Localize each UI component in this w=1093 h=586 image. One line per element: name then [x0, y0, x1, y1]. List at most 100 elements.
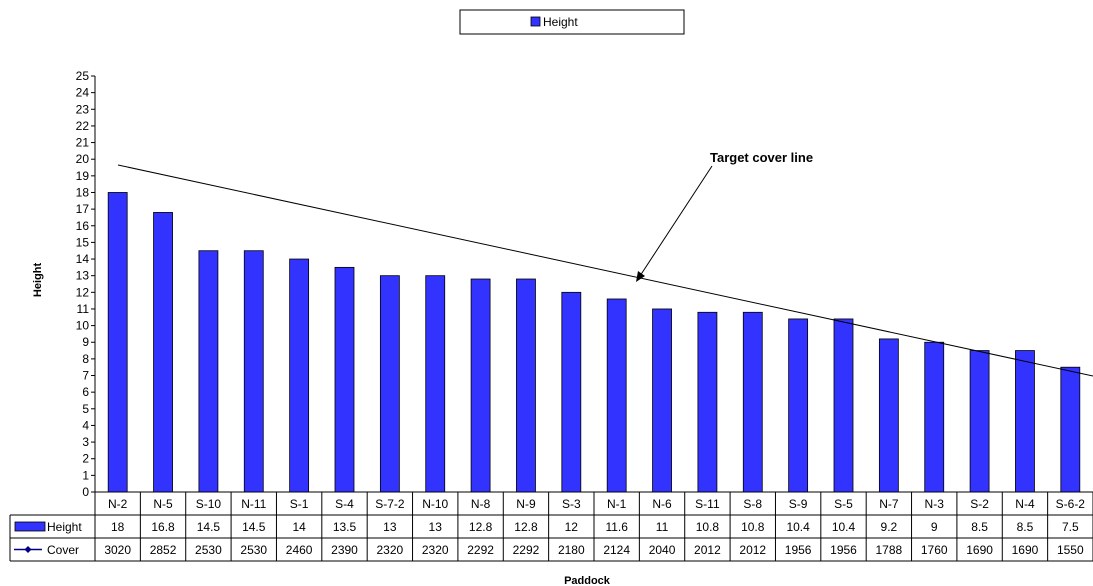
- table-legend-swatch-height: [14, 521, 46, 532]
- y-tick-label: 10: [76, 319, 90, 333]
- table-cell-cover: 2460: [286, 543, 313, 557]
- table-cell-height: 7.5: [1062, 520, 1079, 534]
- table-cell-height: 11: [656, 520, 669, 534]
- x-category-label: N-1: [607, 497, 627, 511]
- bar-height: [243, 250, 264, 493]
- bar-height: [742, 311, 763, 493]
- table-cell-cover: 2012: [694, 543, 721, 557]
- table-cell-cover: 2530: [240, 543, 267, 557]
- table-cell-cover: 1788: [876, 543, 903, 557]
- bar-height: [561, 291, 582, 493]
- table-cell-height: 13.5: [333, 520, 357, 534]
- y-tick-label: 24: [76, 86, 90, 100]
- table-cell-cover: 2320: [422, 543, 449, 557]
- y-tick-label: 18: [76, 185, 90, 199]
- table-cell-cover: 1760: [921, 543, 948, 557]
- table-cell-height: 8.5: [1017, 520, 1034, 534]
- x-category-label: N-10: [422, 497, 448, 511]
- legend: Height: [459, 9, 685, 35]
- data-table: N-2 N-5 S-10 N-11 S-1 S-4 S-7-2 N-10 N-8 N-9 S-3 N-…: [9, 491, 1093, 562]
- table-cell-cover: 3020: [104, 543, 131, 557]
- table-cell-height: 13: [383, 520, 397, 534]
- table-cell-cover: 2292: [513, 543, 540, 557]
- bar-height: [153, 212, 173, 493]
- y-tick-label: 0: [82, 485, 89, 499]
- y-tick-label: 9: [82, 335, 89, 349]
- x-axis-title: Paddock: [564, 575, 611, 586]
- y-tick-label: 14: [76, 252, 90, 266]
- y-tick-label: 17: [76, 202, 90, 216]
- table-row-label-cover: Cover: [47, 543, 79, 557]
- x-category-label: N-2: [108, 497, 128, 511]
- x-category-label: N-8: [471, 497, 491, 511]
- x-category-label: S-8: [743, 497, 762, 511]
- table-cell-height: 12.8: [514, 520, 538, 534]
- table-cell-height: 16.8: [151, 520, 175, 534]
- y-tick-label: 23: [76, 102, 90, 116]
- table-cell-height: 10.4: [786, 520, 810, 534]
- y-tick-label: 25: [76, 69, 90, 83]
- x-category-label: N-7: [879, 497, 899, 511]
- bar-height: [697, 311, 718, 493]
- bar-height: [969, 350, 990, 493]
- table-cell-cover: 1690: [966, 543, 993, 557]
- annotation-arrow-shaft: [637, 165, 713, 280]
- table-cell-height: 10.4: [832, 520, 856, 534]
- table-cell-cover: 1690: [1012, 543, 1039, 557]
- bar-height: [107, 192, 128, 493]
- y-tick-label: 12: [76, 285, 90, 299]
- x-category-label: N-6: [652, 497, 672, 511]
- x-category-label: S-4: [335, 497, 354, 511]
- y-tick-label: 4: [82, 418, 89, 432]
- y-tick-label: 15: [76, 235, 90, 249]
- bar-height: [878, 338, 899, 493]
- bar-height: [1015, 350, 1035, 493]
- table-cell-height: 10.8: [741, 520, 765, 534]
- legend-label-height: Height: [543, 15, 578, 29]
- annotation-target-cover-line: Target cover line: [710, 150, 813, 165]
- table-cell-cover: 2852: [150, 543, 177, 557]
- x-category-label: S-3: [562, 497, 581, 511]
- table-cell-height: 9: [931, 520, 938, 534]
- table-cell-cover: 2390: [331, 543, 358, 557]
- x-category-label: S-6-2: [1056, 497, 1086, 511]
- y-tick-label: 21: [76, 136, 90, 150]
- x-category-label: N-4: [1015, 497, 1035, 511]
- legend-swatch-height: [530, 16, 541, 27]
- y-tick-label: 8: [82, 352, 89, 366]
- y-tick-label: 7: [82, 369, 89, 383]
- y-tick-label: 1: [82, 468, 89, 482]
- x-category-label: S-9: [789, 497, 808, 511]
- legend-box: [459, 9, 685, 35]
- x-category-label: S-5: [834, 497, 853, 511]
- table-cell-cover: 2040: [649, 543, 676, 557]
- table-cell-cover: 2012: [739, 543, 766, 557]
- table-cell-height: 12: [565, 520, 579, 534]
- table-row-label-height: Height: [47, 520, 82, 534]
- bar-height: [788, 318, 809, 493]
- table-cell-cover: 2320: [377, 543, 404, 557]
- y-tick-label: 5: [82, 402, 89, 416]
- x-category-label: S-10: [196, 497, 222, 511]
- bar-height: [516, 278, 536, 493]
- y-tick-label: 3: [82, 435, 89, 449]
- bar-height: [198, 250, 219, 493]
- bar-height: [924, 341, 945, 493]
- table-cell-height: 13: [429, 520, 443, 534]
- table-cell-height: 9.2: [881, 520, 898, 534]
- bar-height: [334, 266, 355, 493]
- table-cell-height: 18: [111, 520, 125, 534]
- x-category-label: N-9: [516, 497, 536, 511]
- table-cell-cover: 2292: [467, 543, 494, 557]
- bar-height: [379, 275, 400, 493]
- annotation-arrowhead: [636, 271, 645, 282]
- bar-height: [425, 275, 446, 493]
- table-cell-cover: 2180: [558, 543, 585, 557]
- table-cell-cover: 2530: [195, 543, 222, 557]
- table-cell-height: 8.5: [971, 520, 988, 534]
- table-cell-cover: 1956: [830, 543, 857, 557]
- x-category-label: N-5: [153, 497, 173, 511]
- bar-height: [1060, 366, 1081, 493]
- y-tick-label: 19: [76, 169, 90, 183]
